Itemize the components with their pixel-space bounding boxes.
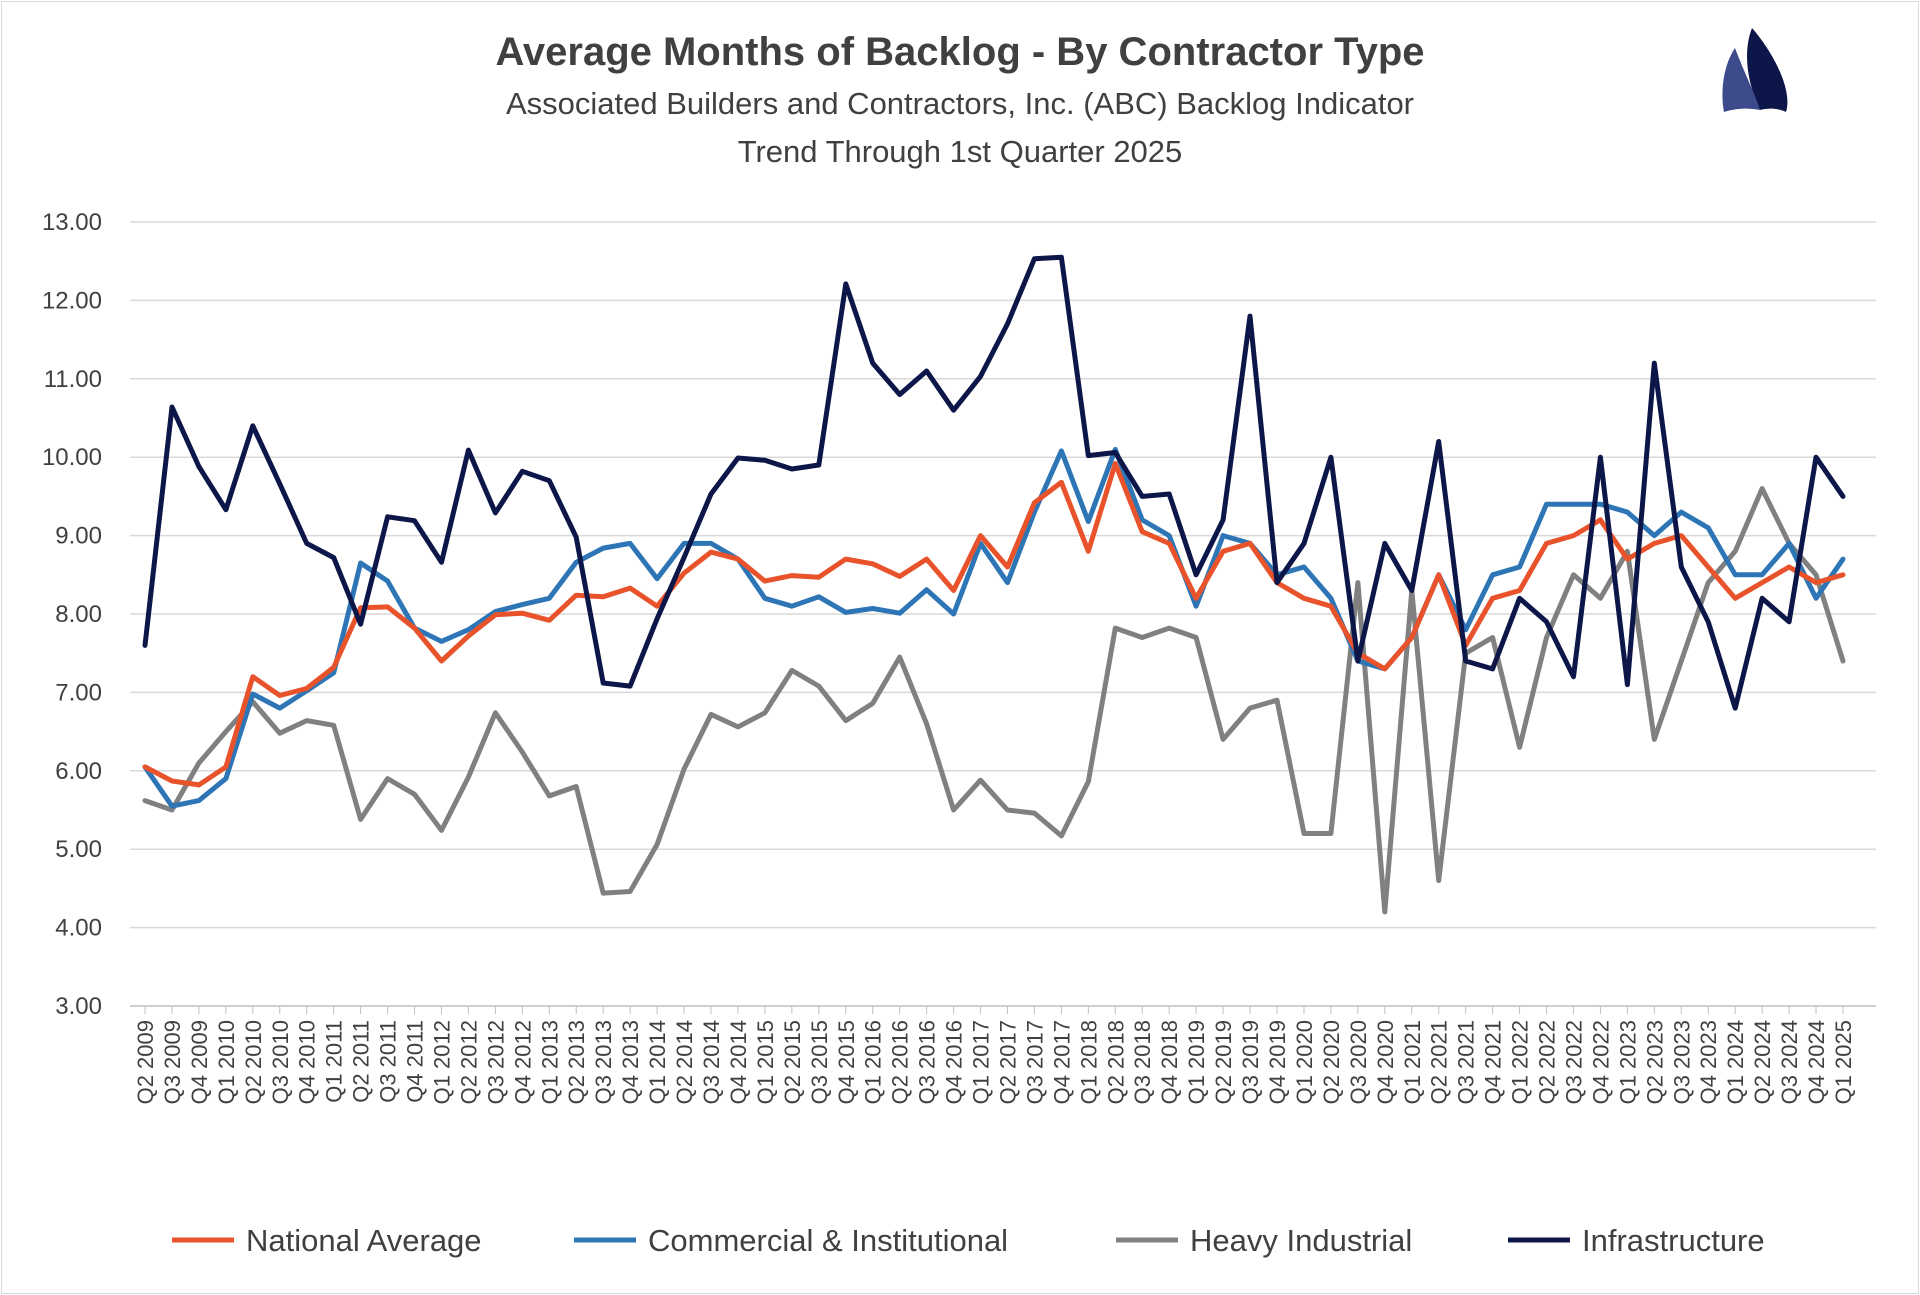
x-tick-label: Q2 2014 <box>672 1020 697 1104</box>
x-tick-label: Q2 2016 <box>888 1020 913 1104</box>
legend-label-infrastructure: Infrastructure <box>1582 1223 1765 1258</box>
x-tick-label: Q1 2013 <box>537 1020 562 1104</box>
x-tick-label: Q4 2019 <box>1265 1020 1290 1104</box>
y-tick-label: 12.00 <box>42 287 102 314</box>
x-tick-label: Q3 2023 <box>1669 1020 1694 1104</box>
x-tick-label: Q1 2017 <box>969 1020 994 1104</box>
x-tick-label: Q1 2023 <box>1615 1020 1640 1104</box>
x-tick-label: Q2 2019 <box>1211 1020 1236 1104</box>
x-tick-label: Q1 2011 <box>322 1020 347 1103</box>
x-tick-label: Q1 2015 <box>753 1020 778 1104</box>
x-tick-label: Q2 2023 <box>1642 1020 1667 1104</box>
x-tick-label: Q4 2013 <box>618 1020 643 1104</box>
y-tick-label: 3.00 <box>55 993 102 1020</box>
x-tick-label: Q1 2018 <box>1076 1020 1101 1104</box>
y-tick-label: 5.00 <box>55 836 102 863</box>
x-tick-label: Q1 2022 <box>1508 1020 1533 1104</box>
x-tick-label: Q2 2020 <box>1319 1020 1344 1104</box>
x-tick-label: Q3 2013 <box>591 1020 616 1104</box>
y-tick-label: 9.00 <box>55 523 102 550</box>
y-tick-label: 13.00 <box>42 209 102 236</box>
x-tick-label: Q4 2017 <box>1049 1020 1074 1104</box>
x-tick-label: Q1 2021 <box>1400 1020 1425 1104</box>
x-tick-label: Q3 2012 <box>483 1020 508 1104</box>
sailboat-logo-icon <box>1722 28 1788 112</box>
x-tick-label: Q4 2010 <box>295 1020 320 1104</box>
x-tick-label: Q2 2017 <box>995 1020 1020 1104</box>
y-tick-label: 11.00 <box>44 366 102 393</box>
legend-label-heavy-industrial: Heavy Industrial <box>1190 1223 1412 1258</box>
x-tick-label: Q1 2024 <box>1723 1020 1748 1104</box>
x-tick-label: Q3 2022 <box>1561 1020 1586 1104</box>
x-tick-label: Q2 2015 <box>780 1020 805 1104</box>
x-tick-label: Q2 2011 <box>349 1020 374 1103</box>
x-tick-label: Q1 2020 <box>1292 1020 1317 1104</box>
y-tick-label: 10.00 <box>42 444 102 471</box>
x-tick-label: Q1 2016 <box>861 1020 886 1104</box>
chart-subtitle-trend: Trend Through 1st Quarter 2025 <box>737 134 1183 169</box>
chart-title: Average Months of Backlog - By Contracto… <box>495 30 1425 74</box>
chart-subtitle: Associated Builders and Contractors, Inc… <box>505 86 1415 121</box>
x-tick-label: Q2 2009 <box>133 1020 158 1104</box>
x-tick-label: Q2 2013 <box>564 1020 589 1104</box>
x-tick-label: Q3 2021 <box>1454 1020 1479 1104</box>
x-tick-label: Q1 2025 <box>1831 1020 1856 1104</box>
y-axis: 3.00 4.00 5.00 6.00 7.00 8.00 9.00 10.00 11.00 12… <box>42 209 102 1020</box>
x-tick-label: Q1 2019 <box>1184 1020 1209 1104</box>
x-tick-label: Q4 2020 <box>1373 1020 1398 1104</box>
x-tick-label: Q4 2022 <box>1588 1020 1613 1104</box>
x-tick-label: Q4 2021 <box>1481 1020 1506 1104</box>
x-tick-label: Q4 2024 <box>1804 1020 1829 1104</box>
x-tick-label: Q4 2009 <box>187 1020 212 1104</box>
x-tick-label: Q1 2014 <box>645 1020 670 1104</box>
x-tick-label: Q3 2020 <box>1346 1020 1371 1104</box>
x-tick-label: Q4 2023 <box>1696 1020 1721 1104</box>
gridlines <box>130 221 1876 1007</box>
x-tick-label: Q3 2016 <box>915 1020 940 1104</box>
x-tick-label: Q3 2024 <box>1777 1020 1802 1104</box>
x-tick-label: Q4 2015 <box>834 1020 859 1104</box>
x-tick-label: Q3 2015 <box>807 1020 832 1104</box>
x-tick-label: Q2 2018 <box>1103 1020 1128 1104</box>
series-line-national-average <box>142 461 1846 788</box>
x-axis: Q2 2009 Q3 2009 Q4 2009 Q1 2010 Q2 2010 Q3 20… <box>133 1006 1856 1104</box>
legend-label-national-average: National Average <box>246 1223 482 1258</box>
x-tick-label: Q3 2011 <box>376 1020 401 1103</box>
x-tick-label: Q3 2018 <box>1130 1020 1155 1104</box>
x-tick-label: Q3 2017 <box>1022 1020 1047 1104</box>
y-tick-label: 6.00 <box>55 758 102 785</box>
x-tick-label: Q2 2021 <box>1427 1020 1452 1104</box>
legend: National Average Commercial & Institution… <box>172 1223 1765 1258</box>
x-tick-label: Q4 2018 <box>1157 1020 1182 1104</box>
series-group <box>142 254 1846 915</box>
y-tick-label: 8.00 <box>55 601 102 628</box>
x-tick-label: Q2 2010 <box>241 1020 266 1104</box>
x-tick-label: Q3 2019 <box>1238 1020 1263 1104</box>
y-tick-label: 4.00 <box>55 915 102 942</box>
logo-front-sail <box>1722 48 1760 112</box>
x-tick-label: Q1 2012 <box>429 1020 454 1104</box>
series-line-infrastructure <box>142 254 1846 711</box>
x-tick-label: Q4 2012 <box>510 1020 535 1104</box>
x-tick-label: Q3 2010 <box>268 1020 293 1104</box>
x-tick-label: Q4 2016 <box>942 1020 967 1104</box>
series-line-commercial-institutional <box>142 446 1846 809</box>
legend-label-commercial-institutional: Commercial & Institutional <box>648 1223 1008 1258</box>
x-tick-label: Q2 2024 <box>1750 1020 1775 1104</box>
logo-back-sail <box>1747 28 1788 112</box>
x-tick-label: Q4 2014 <box>726 1020 751 1104</box>
x-tick-label: Q2 2012 <box>456 1020 481 1104</box>
y-tick-label: 7.00 <box>55 679 102 706</box>
x-tick-label: Q3 2014 <box>699 1020 724 1104</box>
x-tick-label: Q3 2009 <box>160 1020 185 1104</box>
x-tick-label: Q2 2022 <box>1535 1020 1560 1104</box>
series-line-heavy-industrial <box>142 486 1846 915</box>
x-tick-label: Q1 2010 <box>214 1020 239 1104</box>
x-tick-label: Q4 2011 <box>403 1020 428 1103</box>
